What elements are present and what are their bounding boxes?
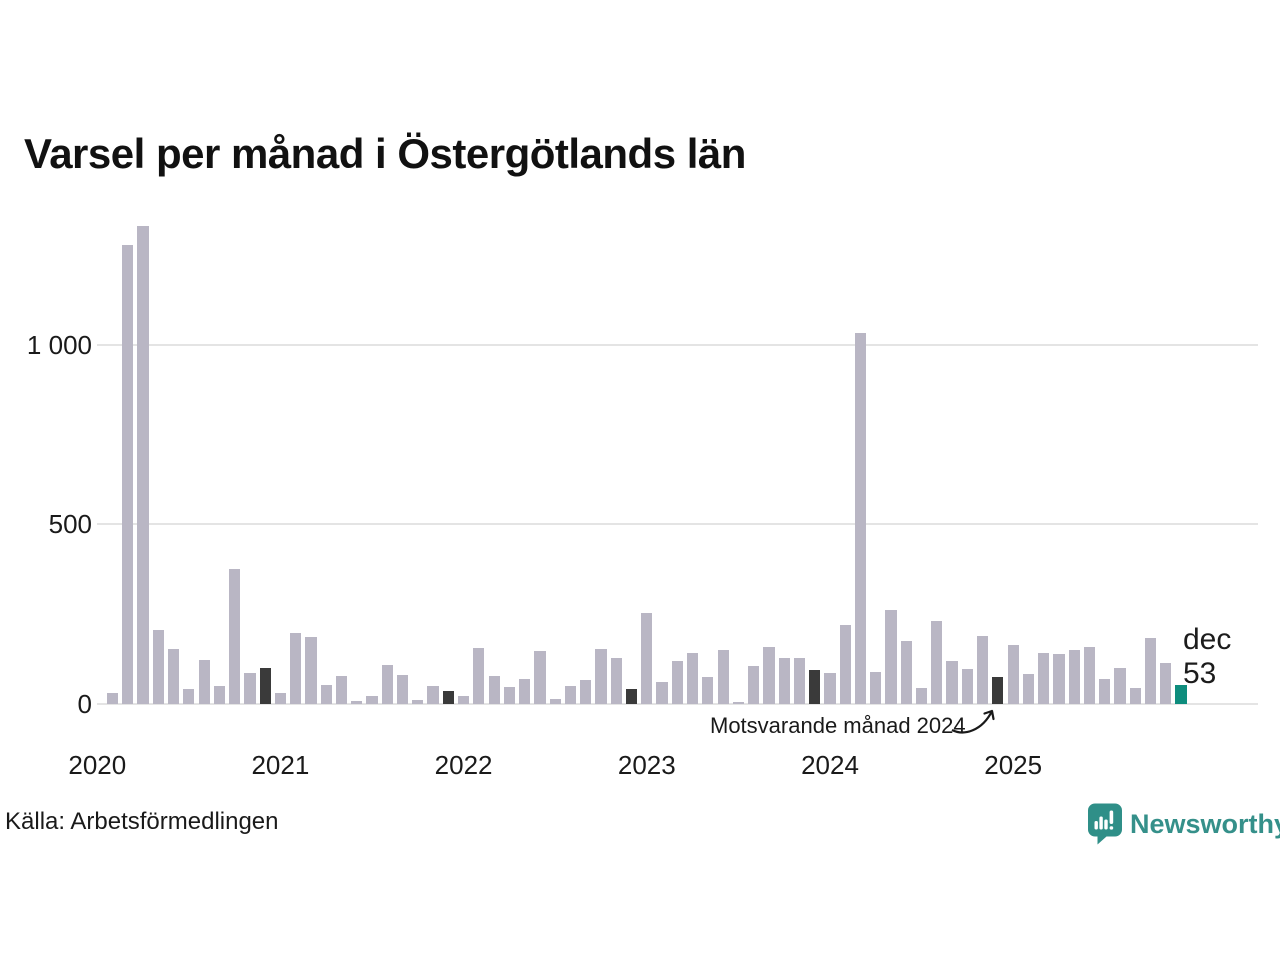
chart-bar-2025-11 <box>1160 663 1172 704</box>
annotation-arrow-icon <box>951 709 995 734</box>
chart-bar-2023-11 <box>793 658 806 704</box>
chart-bar-2020-09 <box>213 685 225 704</box>
chart-bar-2020-02 <box>106 692 119 704</box>
chart-bar-2023-02 <box>656 681 668 704</box>
chart-bar-2021-04 <box>320 685 332 704</box>
chart-bar-2024-06 <box>900 641 912 704</box>
chart-bar-2025-09 <box>1129 687 1141 704</box>
chart-bar-2023-08 <box>748 665 760 704</box>
chart-bar-2020-06 <box>167 648 180 704</box>
chart-bar-2023-01 <box>641 612 653 704</box>
chart-bar-2022-03 <box>488 676 500 704</box>
current-month-label: dec <box>1183 623 1232 656</box>
chart-bar-2025-08 <box>1114 668 1126 704</box>
chart-bar-2025-02 <box>1022 674 1035 704</box>
chart-bar-2021-11 <box>427 686 439 704</box>
chart-bar-2020-03 <box>122 244 134 704</box>
chart-bar-2024-07 <box>915 687 928 704</box>
chart-bar-2024-12 <box>992 677 1004 704</box>
chart-bar-2021-02 <box>290 632 302 704</box>
chart-bar-2024-10 <box>961 669 973 704</box>
chart-bar-2022-06 <box>534 651 546 704</box>
chart-bar-2021-09 <box>396 675 409 704</box>
source-text: Källa: Arbetsförmedlingen <box>5 808 279 835</box>
newsworthy-wordmark: Newsworthy <box>1130 808 1280 839</box>
chart-bar-2021-01 <box>274 692 287 704</box>
chart-bar-2023-03 <box>671 660 683 704</box>
chart-bar-2023-04 <box>686 652 699 704</box>
chart-bar-2021-10 <box>412 700 424 704</box>
x-axis-year-label: 2024 <box>801 750 859 780</box>
chart-bar-2022-12 <box>625 688 638 704</box>
chart-bar-2022-01 <box>458 695 470 704</box>
chart-bar-2021-06 <box>351 701 363 704</box>
chart-bar-2024-01 <box>824 673 836 704</box>
newsworthy-logo: Newsworthy <box>1087 803 1280 845</box>
chart-bar-2023-05 <box>702 677 714 704</box>
chart-bar-2025-01 <box>1007 644 1019 704</box>
chart-bar-2025-10 <box>1144 637 1157 704</box>
y-axis-tick-label: 1 000 <box>26 329 92 360</box>
chart-bar-2020-10 <box>229 568 241 704</box>
chart-bar-2021-03 <box>305 637 317 704</box>
chart-bar-2025-12 <box>1175 684 1187 704</box>
chart-bar-2024-11 <box>977 635 989 704</box>
chart-bar-2024-04 <box>870 672 882 704</box>
chart-bar-2020-05 <box>152 629 164 704</box>
chart-bar-2024-08 <box>931 620 943 704</box>
gridline <box>97 343 1258 346</box>
chart-bar-2025-04 <box>1053 654 1065 704</box>
chart-bar-2021-08 <box>381 664 393 704</box>
chart-bar-2022-02 <box>473 647 485 704</box>
chart-bar-2021-05 <box>335 676 348 704</box>
x-axis-year-label: 2020 <box>68 750 127 780</box>
y-axis-tick-label: 500 <box>48 509 92 540</box>
gridline <box>97 703 1258 705</box>
chart-bar-2023-10 <box>778 658 790 704</box>
chart-bar-2023-12 <box>809 669 821 704</box>
y-axis-tick-label: 0 <box>77 689 92 719</box>
chart-bar-2020-07 <box>183 688 195 704</box>
chart-bar-2022-09 <box>580 679 592 704</box>
chart-bar-2023-07 <box>732 701 744 704</box>
chart-bar-2022-04 <box>503 686 516 704</box>
chart-bar-2022-07 <box>549 699 561 704</box>
chart-bar-2024-05 <box>885 609 897 704</box>
x-axis-year-label: 2021 <box>251 750 310 780</box>
chart-bar-2025-05 <box>1068 649 1080 704</box>
chart-bar-2020-04 <box>137 225 149 704</box>
x-axis-year-label: 2022 <box>434 750 493 780</box>
chart-bar-2022-05 <box>519 678 531 704</box>
chart-bar-2020-11 <box>244 672 256 704</box>
chart-bar-2024-02 <box>839 624 851 704</box>
chart-bar-2022-08 <box>564 686 577 704</box>
chart-bar-2024-03 <box>854 333 867 704</box>
chart-bar-2020-12 <box>259 667 271 704</box>
chart-bar-2021-12 <box>442 691 454 704</box>
chart-bar-2024-09 <box>946 660 958 704</box>
chart-bar-2025-03 <box>1038 653 1050 704</box>
x-axis-year-label: 2023 <box>617 750 676 780</box>
chart-bar-2022-11 <box>610 658 622 704</box>
chart-title: Varsel per månad i Östergötlands län <box>24 130 746 177</box>
chart-bar-2025-06 <box>1083 646 1096 704</box>
x-axis-year-label: 2025 <box>984 750 1043 780</box>
chart-bar-2023-09 <box>763 647 775 704</box>
current-point-label: dec 53 <box>1183 623 1231 691</box>
chart-bar-2025-07 <box>1099 678 1111 704</box>
chart-bar-2022-10 <box>595 649 607 704</box>
chart-bar-2020-08 <box>198 659 210 704</box>
annotation-label: Motsvarande månad 2024 <box>710 713 966 738</box>
gridline <box>97 523 1258 526</box>
speech-bubble-bar-chart-icon <box>1088 803 1122 845</box>
chart-bar-2021-07 <box>366 696 378 704</box>
chart-bar-2023-06 <box>717 650 729 704</box>
current-value-label: 53 <box>1183 657 1217 690</box>
